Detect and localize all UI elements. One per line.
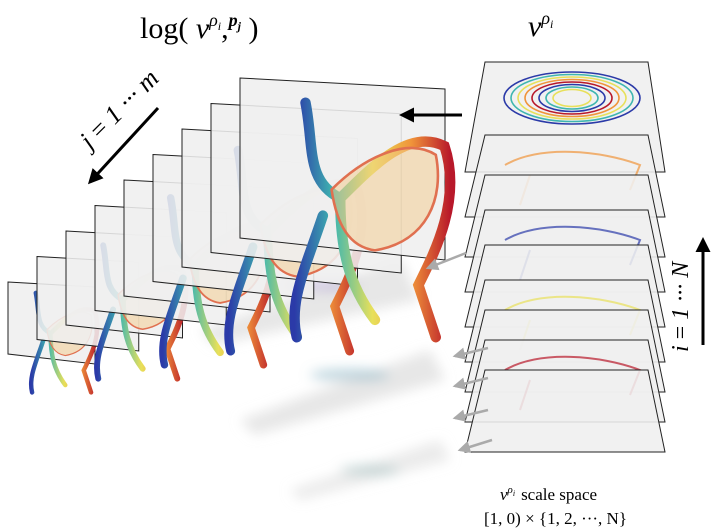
plane bbox=[465, 370, 665, 452]
i-label: i = 1 ··· N bbox=[668, 260, 694, 352]
caption-line2: [1, 0) × {1, 2, ···, N} bbox=[484, 509, 627, 528]
j-label: j = 1 ··· m bbox=[72, 64, 165, 157]
left-title: log( vρi,pj ) bbox=[140, 10, 258, 45]
right-plane-stack bbox=[465, 62, 665, 452]
right-title: vρi bbox=[528, 8, 553, 43]
left-plane-stack bbox=[8, 78, 450, 392]
figure: log( vρi,pj ) vρi j = 1 ··· m i = 1 ··· … bbox=[0, 0, 713, 531]
